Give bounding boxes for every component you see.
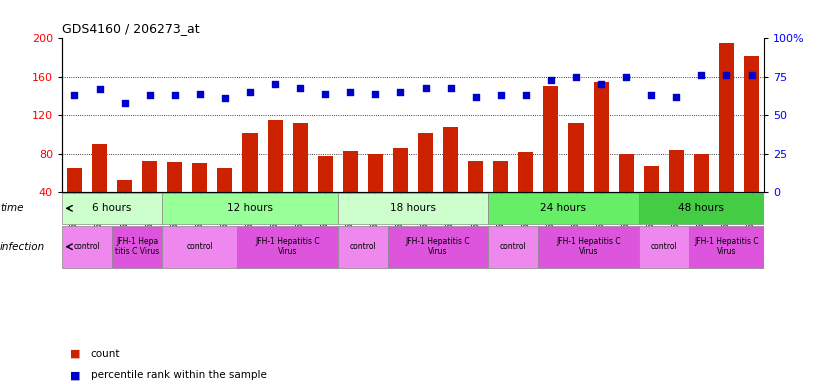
Text: percentile rank within the sample: percentile rank within the sample xyxy=(91,370,267,380)
Text: control: control xyxy=(349,242,376,251)
Point xyxy=(93,86,107,92)
Text: ■: ■ xyxy=(70,349,81,359)
Point xyxy=(544,77,558,83)
Bar xyxy=(343,151,358,230)
Point xyxy=(444,84,458,91)
Bar xyxy=(443,127,458,230)
Point xyxy=(695,72,708,78)
Text: ■: ■ xyxy=(70,370,81,380)
Text: control: control xyxy=(187,242,213,251)
Point xyxy=(169,92,182,98)
Bar xyxy=(418,134,433,230)
Point xyxy=(719,72,733,78)
Bar xyxy=(539,225,638,268)
Point xyxy=(143,92,156,98)
Text: time: time xyxy=(0,203,23,214)
Text: GDS4160 / 206273_at: GDS4160 / 206273_at xyxy=(62,22,200,35)
Text: JFH-1 Hepatitis C
Virus: JFH-1 Hepatitis C Virus xyxy=(694,237,759,257)
Point xyxy=(68,92,81,98)
Bar xyxy=(488,225,539,268)
Bar xyxy=(112,225,162,268)
Text: JFH-1 Hepatitis C
Virus: JFH-1 Hepatitis C Virus xyxy=(255,237,320,257)
Bar xyxy=(638,193,764,224)
Point xyxy=(419,84,432,91)
Bar xyxy=(67,168,82,230)
Bar xyxy=(544,86,558,230)
Bar xyxy=(238,225,338,268)
Bar xyxy=(338,225,388,268)
Point xyxy=(268,81,282,88)
Bar xyxy=(669,150,684,230)
Text: infection: infection xyxy=(0,242,45,252)
Bar xyxy=(594,81,609,230)
Text: 12 hours: 12 hours xyxy=(227,203,273,214)
Point xyxy=(193,91,206,97)
Bar xyxy=(338,193,488,224)
Bar xyxy=(388,225,488,268)
Bar xyxy=(368,154,383,230)
Bar xyxy=(689,225,764,268)
Point xyxy=(319,91,332,97)
Point xyxy=(670,94,683,100)
Bar xyxy=(619,154,634,230)
Point xyxy=(469,94,482,100)
Bar xyxy=(62,193,162,224)
Point xyxy=(218,95,231,101)
Text: JFH-1 Hepatitis C
Virus: JFH-1 Hepatitis C Virus xyxy=(556,237,621,257)
Bar xyxy=(217,168,232,230)
Text: JFH-1 Hepatitis C
Virus: JFH-1 Hepatitis C Virus xyxy=(406,237,470,257)
Text: control: control xyxy=(74,242,101,251)
Bar xyxy=(62,225,112,268)
Bar xyxy=(268,120,282,230)
Point xyxy=(344,89,357,95)
Bar xyxy=(243,134,258,230)
Bar xyxy=(719,43,734,230)
Bar xyxy=(519,152,534,230)
Point xyxy=(244,89,257,95)
Text: control: control xyxy=(650,242,677,251)
Bar xyxy=(117,180,132,230)
Point xyxy=(620,74,633,80)
Bar xyxy=(638,225,689,268)
Text: JFH-1 Hepa
titis C Virus: JFH-1 Hepa titis C Virus xyxy=(115,237,159,257)
Bar xyxy=(493,161,508,230)
Point xyxy=(520,92,533,98)
Point xyxy=(368,91,382,97)
Bar xyxy=(162,225,238,268)
Text: control: control xyxy=(500,242,527,251)
Text: 24 hours: 24 hours xyxy=(540,203,586,214)
Bar xyxy=(488,193,638,224)
Point xyxy=(293,84,306,91)
Text: count: count xyxy=(91,349,121,359)
Point xyxy=(494,92,507,98)
Point xyxy=(595,81,608,88)
Bar xyxy=(162,193,338,224)
Bar xyxy=(694,154,709,230)
Bar xyxy=(744,56,759,230)
Text: 6 hours: 6 hours xyxy=(93,203,132,214)
Point xyxy=(394,89,407,95)
Text: 18 hours: 18 hours xyxy=(390,203,436,214)
Bar xyxy=(192,163,207,230)
Bar xyxy=(568,123,583,230)
Bar xyxy=(393,148,408,230)
Bar xyxy=(142,161,157,230)
Point xyxy=(569,74,582,80)
Bar xyxy=(92,144,107,230)
Point xyxy=(118,100,131,106)
Bar xyxy=(167,162,183,230)
Bar xyxy=(292,123,307,230)
Bar xyxy=(468,161,483,230)
Point xyxy=(745,72,758,78)
Bar xyxy=(318,156,333,230)
Text: 48 hours: 48 hours xyxy=(678,203,724,214)
Point xyxy=(644,92,657,98)
Bar xyxy=(643,166,659,230)
